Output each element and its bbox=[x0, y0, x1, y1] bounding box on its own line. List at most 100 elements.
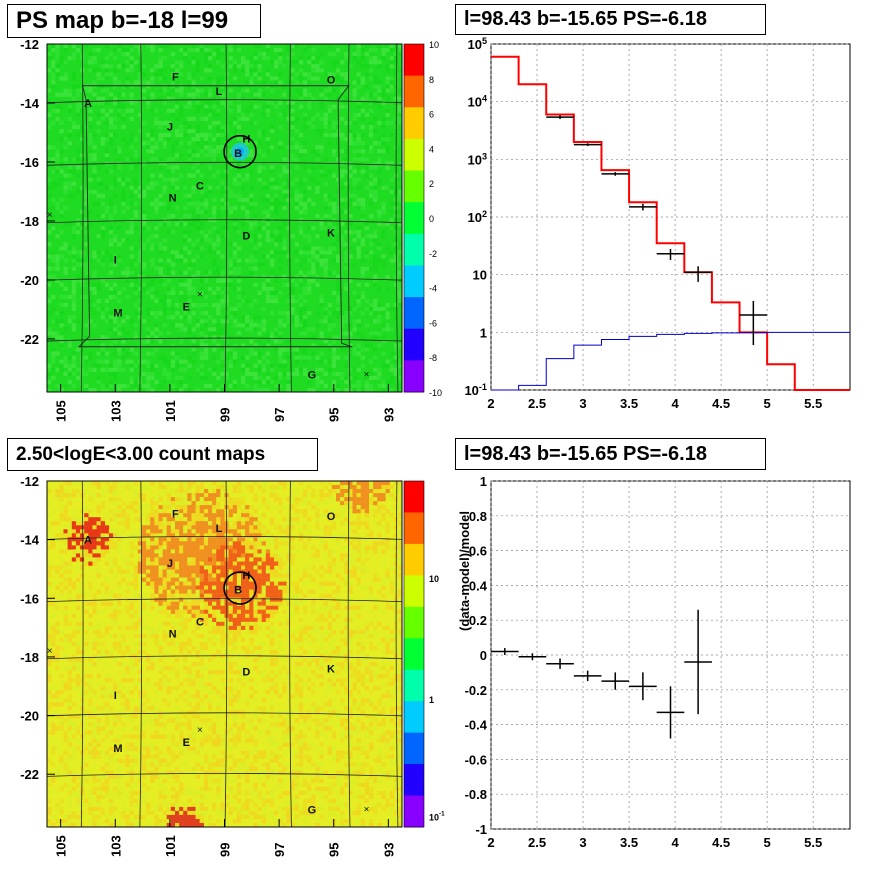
map-pixel bbox=[121, 48, 126, 53]
map-pixel bbox=[63, 181, 68, 186]
map-pixel bbox=[166, 549, 171, 554]
map-pixel bbox=[245, 214, 250, 219]
map-pixel bbox=[278, 331, 283, 336]
map-pixel bbox=[84, 230, 89, 235]
map-pixel bbox=[195, 246, 200, 251]
map-pixel bbox=[191, 553, 196, 558]
grid-parallel bbox=[46, 219, 403, 224]
map-pixel bbox=[327, 270, 332, 275]
map-pixel bbox=[241, 323, 246, 328]
map-pixel bbox=[187, 286, 192, 291]
map-pixel bbox=[212, 104, 217, 109]
map-pixel bbox=[96, 658, 101, 663]
map-pixel bbox=[80, 525, 85, 530]
map-pixel bbox=[265, 185, 271, 190]
map-pixel bbox=[319, 129, 324, 134]
map-pixel bbox=[377, 80, 382, 85]
map-pixel bbox=[108, 315, 114, 320]
map-pixel bbox=[129, 758, 134, 763]
map-pixel bbox=[220, 185, 225, 190]
map-pixel bbox=[59, 798, 64, 803]
map-pixel bbox=[261, 319, 266, 324]
map-pixel bbox=[75, 112, 81, 117]
map-pixel bbox=[385, 379, 390, 385]
map-pixel bbox=[191, 806, 196, 812]
map-pixel bbox=[294, 201, 299, 206]
map-pixel bbox=[133, 517, 138, 522]
map-pixel bbox=[203, 92, 209, 97]
map-pixel bbox=[154, 141, 159, 146]
map-pixel bbox=[195, 141, 200, 146]
map-pixel bbox=[84, 509, 89, 514]
map-pixel bbox=[96, 823, 101, 828]
map-pixel bbox=[92, 84, 97, 89]
map-pixel bbox=[187, 104, 192, 109]
map-pixel bbox=[170, 157, 176, 162]
map-pixel bbox=[175, 569, 180, 574]
target-circle bbox=[223, 134, 257, 169]
map-pixel bbox=[175, 205, 180, 211]
map-pixel bbox=[352, 80, 357, 85]
map-pixel bbox=[393, 242, 398, 247]
map-pixel bbox=[75, 798, 81, 803]
map-pixel bbox=[385, 108, 390, 113]
map-pixel bbox=[216, 250, 221, 255]
map-pixel bbox=[203, 290, 209, 295]
map-pixel bbox=[175, 774, 180, 779]
map-pixel bbox=[59, 388, 64, 393]
map-pixel bbox=[385, 315, 390, 320]
map-pixel bbox=[191, 573, 196, 578]
map-pixel bbox=[154, 64, 159, 69]
map-pixel bbox=[141, 694, 147, 699]
map-pixel bbox=[216, 343, 221, 348]
map-pixel bbox=[191, 810, 196, 816]
map-pixel bbox=[195, 609, 200, 614]
map-pixel bbox=[257, 388, 262, 393]
map-pixel bbox=[278, 339, 283, 344]
map-pixel bbox=[88, 625, 93, 630]
map-pixel bbox=[191, 153, 196, 158]
map-pixel bbox=[146, 746, 151, 751]
map-pixel bbox=[162, 525, 167, 530]
map-pixel bbox=[199, 230, 204, 235]
map-pixel bbox=[232, 266, 238, 271]
map-pixel bbox=[146, 177, 151, 182]
map-pixel bbox=[327, 201, 332, 206]
map-pixel bbox=[75, 278, 81, 283]
map-pixel bbox=[269, 169, 275, 174]
map-pixel bbox=[269, 76, 275, 81]
map-pixel bbox=[75, 375, 81, 380]
map-pixel bbox=[104, 541, 110, 546]
map-pixel bbox=[216, 209, 221, 215]
map-pixel bbox=[108, 72, 114, 77]
map-pixel bbox=[125, 294, 130, 300]
map-pixel bbox=[125, 238, 130, 243]
map-pixel bbox=[369, 145, 374, 150]
map-pixel bbox=[137, 274, 143, 279]
map-pixel bbox=[208, 658, 213, 663]
map-pixel bbox=[117, 497, 122, 502]
map-pixel bbox=[199, 794, 204, 799]
map-pixel bbox=[302, 141, 308, 146]
map-pixel bbox=[104, 706, 110, 711]
grid-meridian bbox=[139, 43, 143, 393]
map-pixel bbox=[208, 149, 213, 154]
map-pixel bbox=[195, 621, 200, 626]
map-pixel bbox=[369, 124, 374, 130]
map-pixel bbox=[315, 157, 320, 162]
map-pixel bbox=[129, 375, 134, 380]
map-pixel bbox=[146, 569, 151, 574]
map-pixel bbox=[55, 153, 60, 158]
map-pixel bbox=[183, 666, 188, 671]
map-pixel bbox=[71, 581, 77, 586]
map-pixel bbox=[381, 205, 386, 211]
map-pixel bbox=[187, 573, 192, 578]
map-pixel bbox=[212, 561, 217, 566]
map-pixel bbox=[187, 315, 192, 320]
map-pixel bbox=[88, 678, 93, 683]
map-pixel bbox=[108, 185, 114, 190]
map-pixel bbox=[75, 746, 81, 751]
map-pixel bbox=[117, 646, 122, 651]
x-tick-label: 99 bbox=[218, 408, 233, 422]
map-pixel bbox=[199, 641, 204, 647]
